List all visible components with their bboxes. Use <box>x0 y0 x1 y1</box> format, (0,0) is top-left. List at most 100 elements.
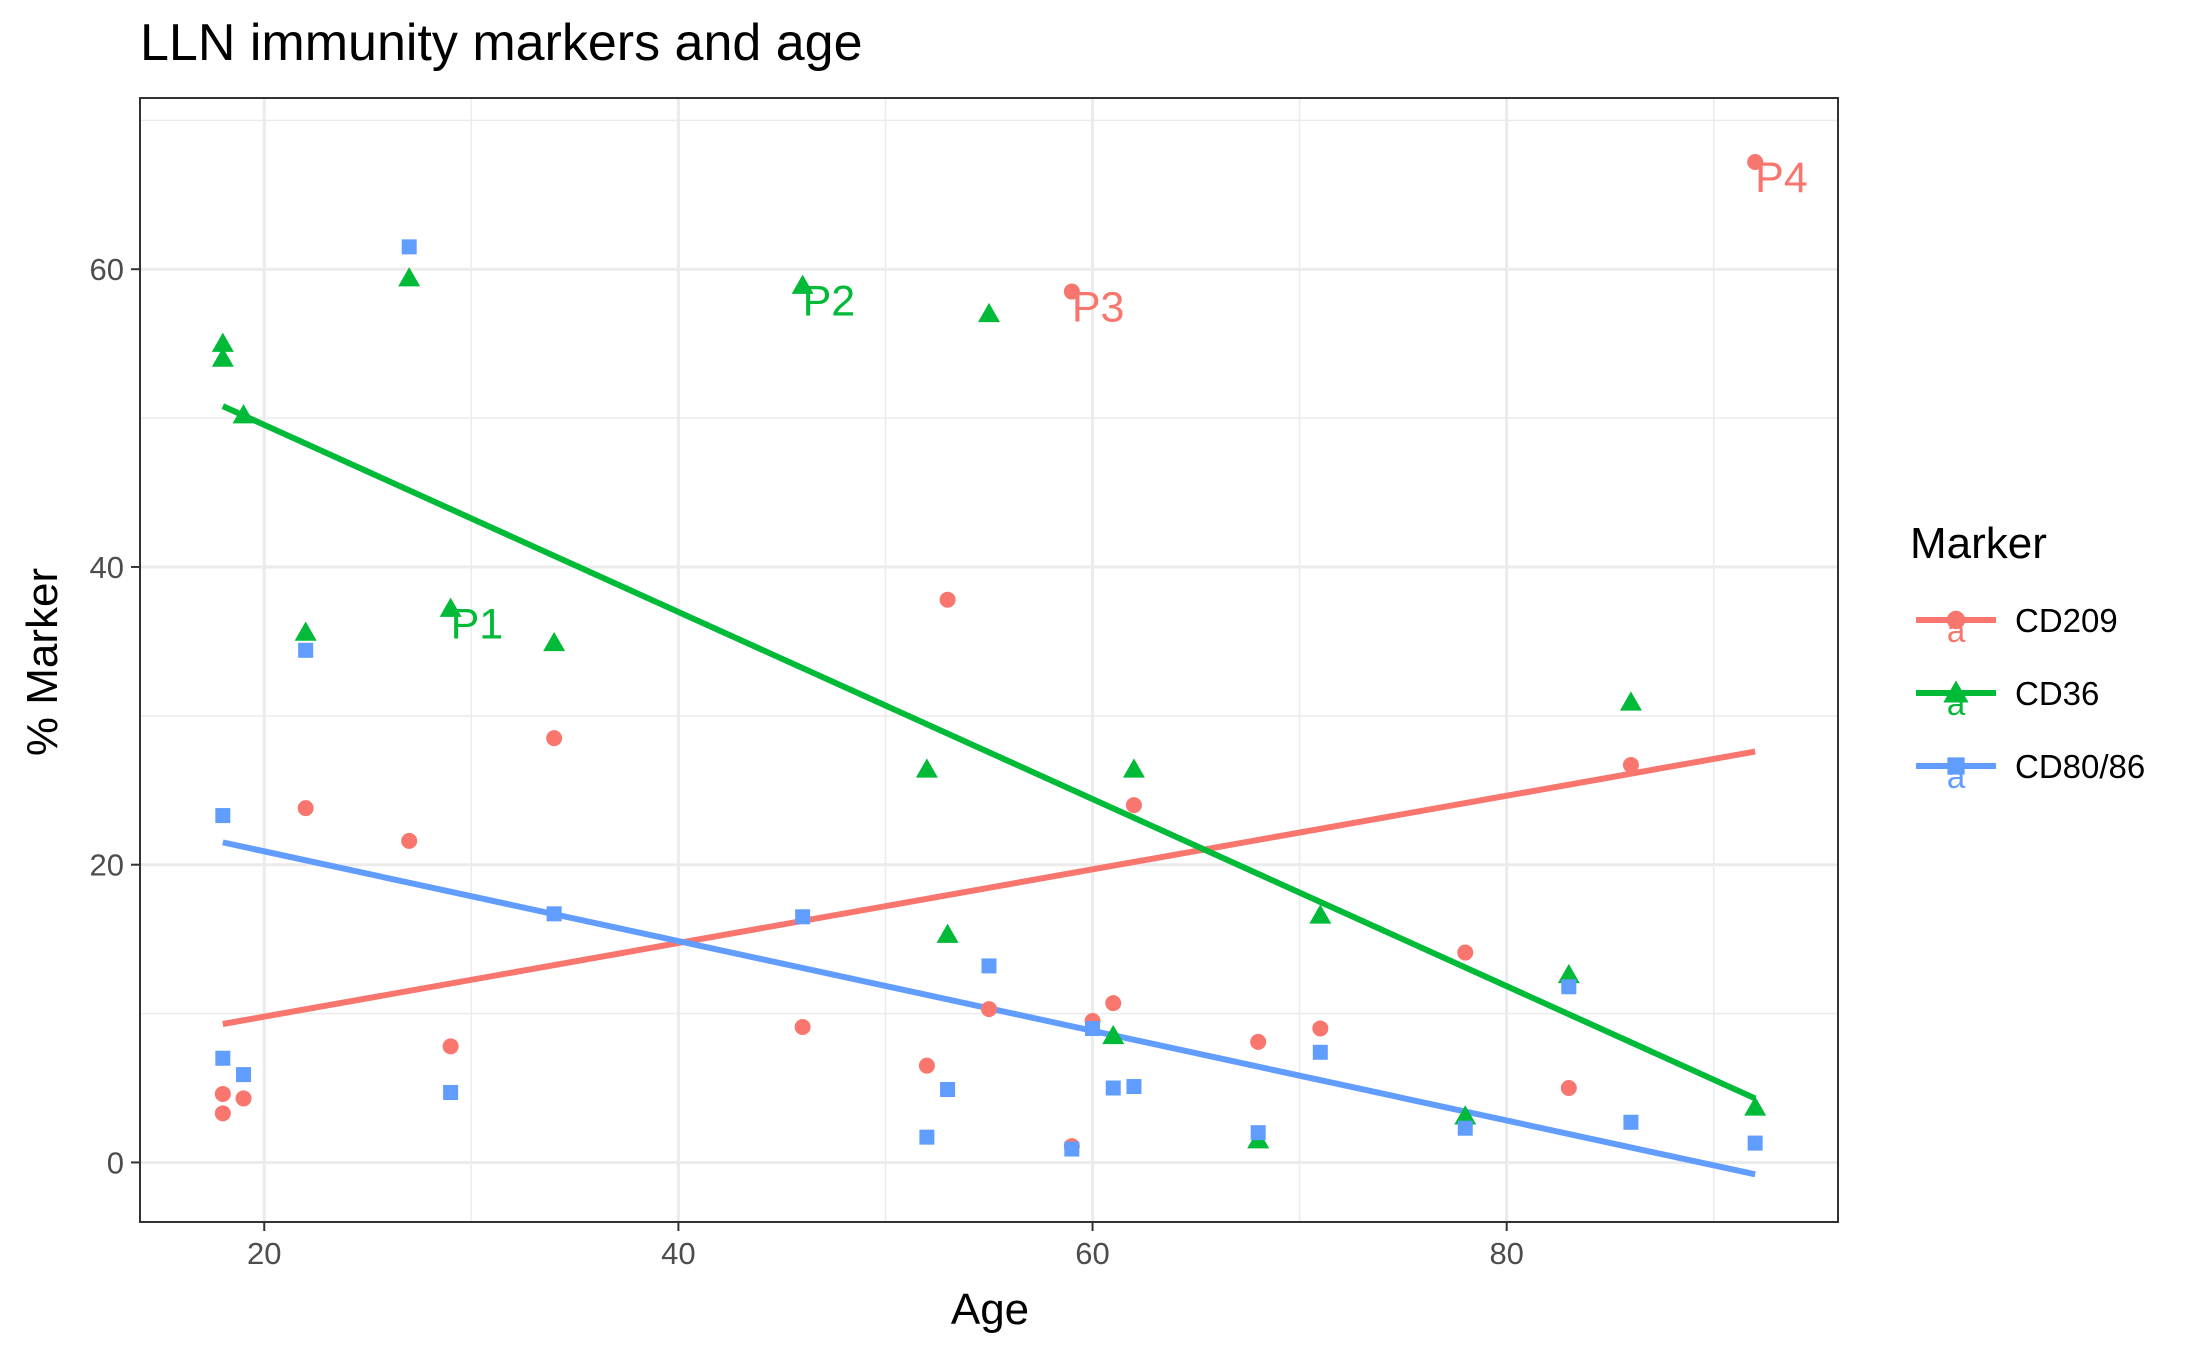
annotation-p4: P4 <box>1755 154 1808 202</box>
legend-key-glyph: a <box>1947 685 1966 722</box>
y-axis-title: % Marker <box>18 568 67 756</box>
point-cd80-86 <box>1561 979 1577 995</box>
point-cd36 <box>211 332 234 352</box>
point-cd80-86 <box>401 239 417 255</box>
point-cd36 <box>791 274 814 294</box>
point-cd209 <box>1747 154 1764 171</box>
point-cd80-86 <box>1250 1125 1266 1141</box>
y-tick-label: 20 <box>90 848 124 883</box>
point-cd80-86 <box>919 1129 935 1145</box>
point-cd80-86 <box>215 1050 231 1066</box>
point-cd80-86 <box>546 906 562 922</box>
point-cd209 <box>1063 283 1080 300</box>
point-cd209 <box>918 1057 935 1074</box>
legend-key-glyph: a <box>1947 758 1966 795</box>
point-cd36 <box>1309 904 1332 924</box>
point-cd80-86 <box>1312 1044 1328 1060</box>
point-cd36 <box>1557 963 1580 984</box>
point-cd209 <box>1125 797 1142 814</box>
point-cd80-86 <box>443 1084 459 1100</box>
point-cd36 <box>294 621 317 641</box>
point-cd80-86 <box>795 909 811 925</box>
legend-key-glyph: a <box>1947 612 1966 649</box>
point-cd209 <box>546 730 563 747</box>
data-points <box>211 154 1767 1157</box>
x-axis-title: Age <box>951 1285 1029 1334</box>
point-cd209 <box>1457 944 1474 961</box>
legend-item-cd209: a CD209 <box>1916 602 2118 649</box>
trend-line-cd209 <box>222 748 1756 1027</box>
legend-key-marker <box>1946 610 1966 630</box>
point-cd209 <box>401 832 418 849</box>
point-cd209 <box>1105 995 1122 1012</box>
point-cd209 <box>1312 1020 1329 1037</box>
point-cd209 <box>297 800 314 817</box>
legend-label-cd209: CD209 <box>2015 602 2118 639</box>
legend-key-marker <box>1947 757 1965 775</box>
point-cd80-86 <box>1126 1079 1142 1095</box>
point-cd209 <box>1560 1080 1577 1097</box>
point-cd209 <box>235 1090 252 1107</box>
point-cd209 <box>1250 1033 1267 1050</box>
point-cd80-86 <box>1085 1020 1101 1036</box>
chart-title: LLN immunity markers and age <box>140 14 863 72</box>
point-cd36 <box>211 347 234 367</box>
plot-panel: P1 P2 P3 P4 <box>139 97 1839 1223</box>
legend-label-cd36: CD36 <box>2015 675 2099 712</box>
y-axis: 0 20 40 60 <box>90 252 140 1180</box>
point-cd36 <box>1619 691 1642 711</box>
grid-minor <box>140 98 1838 1222</box>
point-cd80-86 <box>1105 1080 1121 1096</box>
annotations: P1 P2 P3 P4 <box>451 154 1808 649</box>
point-cd209 <box>214 1105 231 1122</box>
panel-background <box>140 98 1838 1222</box>
x-tick-label: 60 <box>1075 1236 1109 1271</box>
point-cd80-86 <box>1747 1135 1763 1151</box>
annotation-p1: P1 <box>451 601 504 649</box>
y-tick-label: 40 <box>90 550 124 585</box>
legend-items: a CD209 a CD36 a CD80/86 <box>1916 602 2145 795</box>
x-tick-label: 80 <box>1489 1236 1523 1271</box>
point-cd80-86 <box>298 642 314 658</box>
point-cd209 <box>1622 756 1639 773</box>
point-cd80-86 <box>1457 1120 1473 1136</box>
legend-title: Marker <box>1910 519 2047 568</box>
legend-label-cd80-86: CD80/86 <box>2015 748 2145 785</box>
annotation-p3: P3 <box>1072 284 1125 332</box>
trend-line-cd36 <box>221 403 1757 1102</box>
point-cd36 <box>1102 1024 1125 1045</box>
legend: Marker a CD209 a CD36 a CD80/86 <box>1910 519 2145 795</box>
point-cd80-86 <box>236 1067 252 1083</box>
point-cd209 <box>214 1085 231 1102</box>
point-cd36 <box>232 404 255 424</box>
point-cd36 <box>1744 1096 1767 1116</box>
y-tick-label: 0 <box>107 1145 124 1180</box>
legend-item-cd80-86: a CD80/86 <box>1916 748 2145 795</box>
point-cd80-86 <box>940 1082 956 1098</box>
x-tick-label: 40 <box>661 1236 695 1271</box>
point-cd36 <box>936 923 959 943</box>
point-cd36 <box>915 758 938 778</box>
point-cd209 <box>981 1001 997 1018</box>
point-cd36 <box>398 267 421 287</box>
point-cd80-86 <box>1623 1114 1639 1130</box>
y-tick-label: 60 <box>90 252 124 287</box>
point-cd36 <box>1122 758 1145 778</box>
point-cd209 <box>794 1018 811 1035</box>
legend-item-cd36: a CD36 <box>1916 675 2099 722</box>
x-axis: 20 40 60 80 <box>247 1222 1524 1271</box>
x-tick-label: 20 <box>247 1236 281 1271</box>
point-cd36 <box>1454 1105 1477 1125</box>
point-cd209 <box>939 591 956 608</box>
point-cd209 <box>442 1038 459 1055</box>
annotation-p2: P2 <box>803 278 856 326</box>
point-cd36 <box>439 597 462 617</box>
point-cd36 <box>543 631 566 652</box>
panel-border <box>139 97 1839 1223</box>
point-cd80-86 <box>1064 1141 1080 1157</box>
point-cd80-86 <box>981 958 997 974</box>
point-cd80-86 <box>215 808 231 824</box>
legend-key-marker <box>1943 680 1969 703</box>
point-cd36 <box>978 302 1000 323</box>
